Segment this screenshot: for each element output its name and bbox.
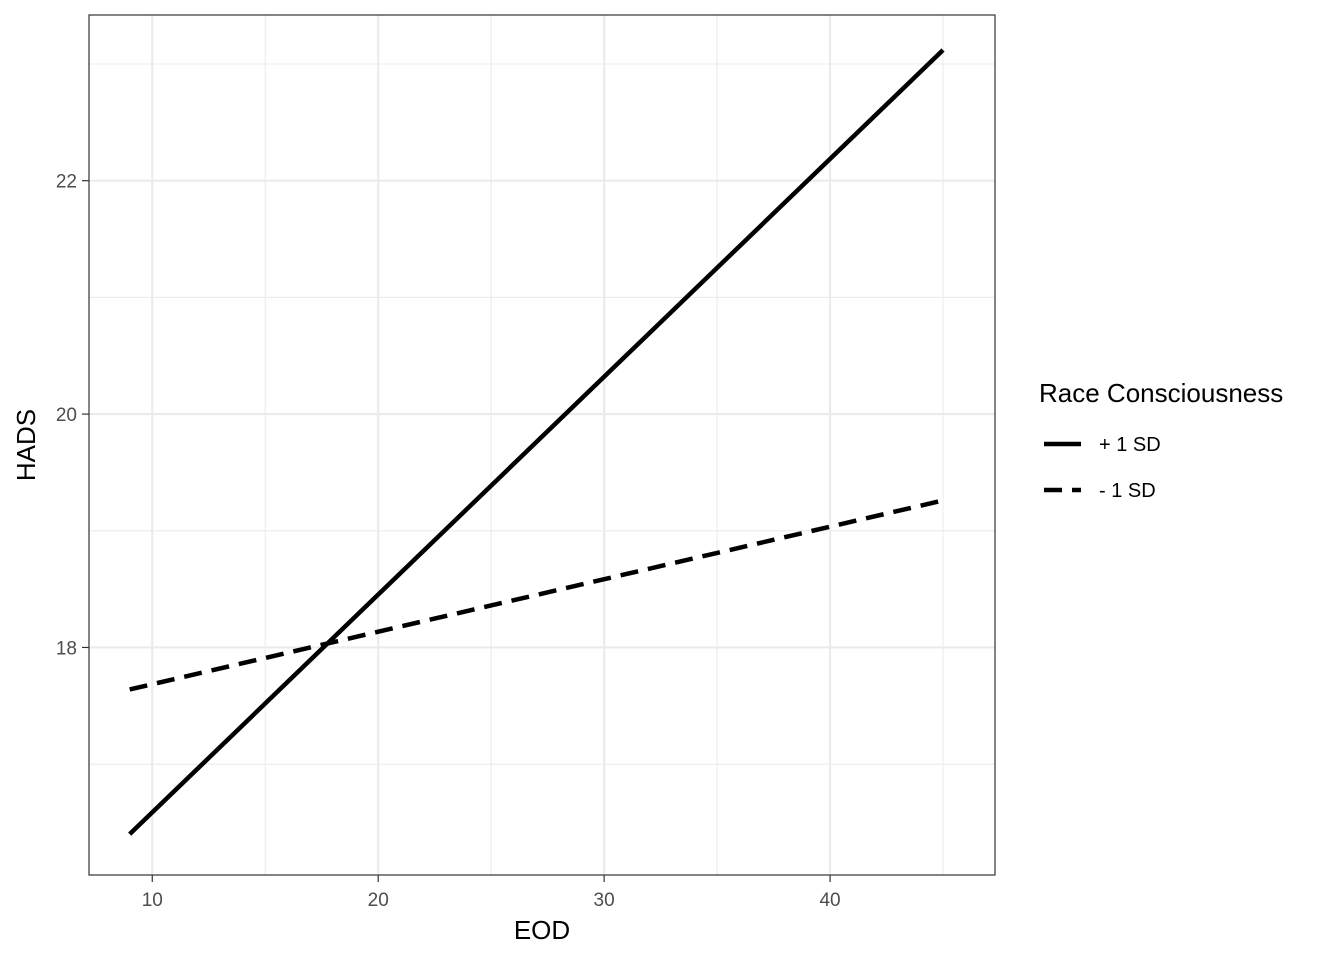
y-tick-label: 22 [56, 172, 77, 193]
x-tick-label: 10 [142, 890, 163, 911]
x-tick-label: 40 [819, 890, 840, 911]
x-axis-title: EOD [514, 915, 570, 945]
major-gridlines [89, 15, 995, 875]
plot-panel-border [88, 14, 996, 876]
x-axis-ticks: 10 20 30 40 [142, 875, 841, 911]
legend-title: Race Consciousness [1039, 378, 1283, 408]
series-lines [128, 48, 945, 836]
series-line-plus-1-sd [128, 48, 945, 836]
y-axis-ticks: 18 20 22 [56, 172, 89, 659]
legend-label-0: + 1 SD [1099, 434, 1161, 456]
x-tick-label: 20 [368, 890, 389, 911]
y-axis-title: HADS [11, 409, 41, 481]
y-tick-label: 20 [56, 405, 77, 426]
y-tick-label: 18 [56, 638, 77, 659]
legend: Race Consciousness + 1 SD - 1 SD [1039, 378, 1283, 502]
legend-label-1: - 1 SD [1099, 480, 1156, 502]
minor-gridlines [89, 15, 995, 875]
x-tick-label: 30 [594, 890, 615, 911]
